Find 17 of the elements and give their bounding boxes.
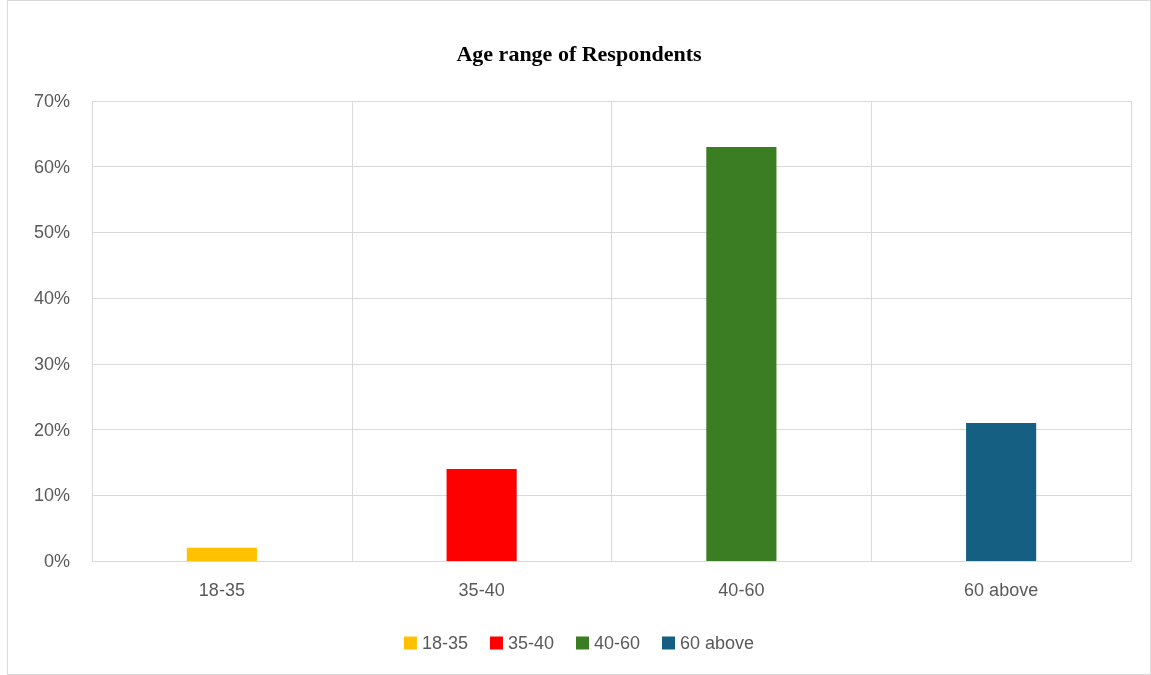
x-tick-label: 40-60 — [718, 580, 765, 600]
y-tick-label: 50% — [33, 222, 70, 243]
legend-label: 35-40 — [507, 633, 554, 653]
y-tick-label: 40% — [33, 288, 70, 309]
y-tick-label: 10% — [33, 485, 70, 506]
legend-label: 18-35 — [421, 633, 468, 653]
chart-title: Age range of Respondents — [456, 40, 702, 66]
x-tick-label: 35-40 — [458, 580, 505, 600]
legend-label: 60 above — [680, 633, 755, 653]
x-tick-label: 18-35 — [198, 580, 245, 600]
y-tick-label: 60% — [33, 156, 70, 177]
y-tick-label: 0% — [43, 551, 70, 571]
y-tick-label: 30% — [33, 353, 70, 374]
y-tick-label: 70% — [33, 91, 70, 111]
y-tick-label: 20% — [33, 419, 70, 440]
legend-label: 40-60 — [593, 633, 641, 653]
x-tick-label: 60 above — [964, 580, 1039, 600]
